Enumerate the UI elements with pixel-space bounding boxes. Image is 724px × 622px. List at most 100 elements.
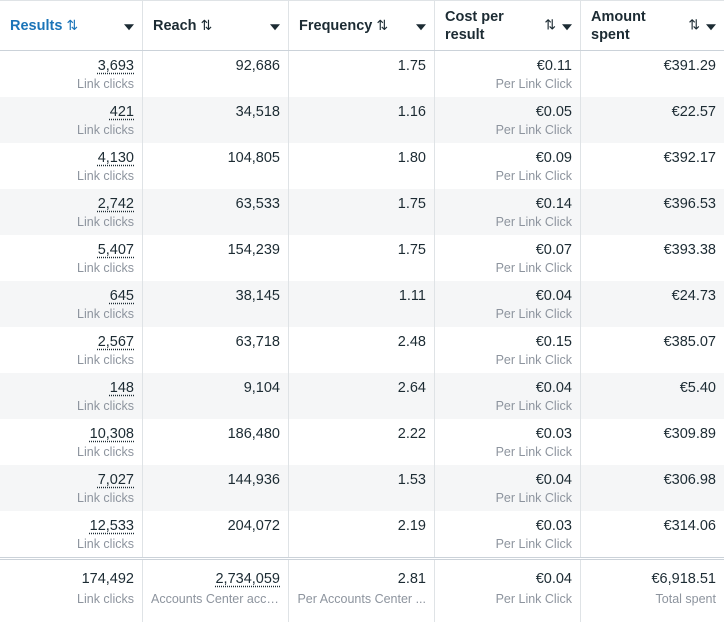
cost-value: €0.05 [535,104,572,120]
spent-value: €314.06 [663,518,716,534]
column-header-amount-spent[interactable]: Amount spent ⇅ [581,1,724,50]
table-row: 421 Link clicks 34,518 1.16 €0.05 Per Link Cl… [0,97,724,143]
amount-spent-cell: €314.06 [581,511,724,557]
total-cost: €0.04 [535,571,572,587]
table-row: 2,742 Link clicks 63,533 1.75 €0.14 Per Link … [0,189,724,235]
caret-down-icon[interactable] [270,23,280,30]
column-header-frequency[interactable]: Frequency ⇅ [289,1,435,50]
caret-down-icon[interactable] [706,23,716,30]
cost-value: €0.04 [535,380,572,396]
column-title: Amount spent [591,8,646,43]
cost-label: Per Link Click [495,537,572,551]
reach-cell: 63,718 [143,327,289,373]
results-value[interactable]: 10,308 [89,426,134,442]
cost-per-result-cell: €0.09 Per Link Click [435,143,581,189]
results-value[interactable]: 421 [109,104,134,120]
table-row: 645 Link clicks 38,145 1.11 €0.04 Per Link Cl… [0,281,724,327]
cost-label: Per Link Click [495,261,572,275]
caret-down-icon[interactable] [416,23,426,30]
results-label: Link clicks [77,261,134,275]
cost-value: €0.15 [535,334,572,350]
cost-value: €0.11 [536,58,572,74]
sort-arrows-icon[interactable]: ⇅ [66,17,79,33]
sort-arrows-icon[interactable]: ⇅ [688,16,700,33]
table-header: Results ⇅ Reach ⇅ Frequency ⇅ Cost per r… [0,0,724,51]
table-row: 5,407 Link clicks 154,239 1.75 €0.07 Per Link… [0,235,724,281]
total-reach[interactable]: 2,734,059 [215,571,280,587]
amount-spent-cell: €22.57 [581,97,724,143]
frequency-value: 1.75 [397,58,426,74]
table-row: 2,567 Link clicks 63,718 2.48 €0.15 Per Link … [0,327,724,373]
reach-value: 92,686 [235,58,280,74]
results-value[interactable]: 645 [109,288,134,304]
cost-per-result-cell: €0.07 Per Link Click [435,235,581,281]
frequency-cell: 1.75 [289,189,435,235]
frequency-cell: 1.11 [289,281,435,327]
spent-value: €396.53 [663,196,716,212]
column-header-cost-per-result[interactable]: Cost per result ⇅ [435,1,581,50]
table-row: 7,027 Link clicks 144,936 1.53 €0.04 Per Link… [0,465,724,511]
results-value[interactable]: 3,693 [97,58,134,74]
cost-per-result-cell: €0.03 Per Link Click [435,511,581,557]
results-label: Link clicks [77,215,134,229]
cost-per-result-cell: €0.04 Per Link Click [435,281,581,327]
caret-down-icon[interactable] [124,23,134,30]
reach-value: 204,072 [227,518,280,534]
amount-spent-cell: €5.40 [581,373,724,419]
amount-spent-cell: €392.17 [581,143,724,189]
reach-cell: 144,936 [143,465,289,511]
results-value[interactable]: 12,533 [89,518,134,534]
results-label: Link clicks [77,307,134,321]
reach-cell: 104,805 [143,143,289,189]
reach-cell: 204,072 [143,511,289,557]
spent-value: €385.07 [663,334,716,350]
amount-spent-cell: €309.89 [581,419,724,465]
sort-arrows-icon[interactable]: ⇅ [200,17,213,33]
spent-value: €24.73 [671,288,716,304]
reach-value: 154,239 [227,242,280,258]
reach-cell: 186,480 [143,419,289,465]
spent-value: €391.29 [663,58,716,74]
results-value[interactable]: 148 [109,380,134,396]
reach-value: 63,718 [235,334,280,350]
cost-label: Per Link Click [495,169,572,183]
cost-value: €0.04 [535,288,572,304]
amount-spent-cell: €306.98 [581,465,724,511]
column-title: Results [10,17,63,34]
total-reach-label: Accounts Center acco... [151,592,280,606]
cost-per-result-cell: €0.04 Per Link Click [435,373,581,419]
results-value[interactable]: 2,742 [97,196,134,212]
reach-cell: 92,686 [143,51,289,97]
cost-value: €0.14 [535,196,572,212]
cost-value: €0.04 [535,472,572,488]
reach-value: 9,104 [243,380,280,396]
frequency-value: 2.64 [397,380,426,396]
results-value[interactable]: 7,027 [97,472,134,488]
caret-down-icon[interactable] [562,23,572,30]
results-cell: 4,130 Link clicks [0,143,143,189]
frequency-cell: 2.64 [289,373,435,419]
spent-value: €393.38 [663,242,716,258]
results-value[interactable]: 5,407 [97,242,134,258]
results-value[interactable]: 4,130 [97,150,134,166]
results-cell: 2,742 Link clicks [0,189,143,235]
total-reach-cell: 2,734,059 Accounts Center acco... [143,560,289,622]
sort-arrows-icon[interactable]: ⇅ [544,16,556,33]
total-spent-cell: €6,918.51 Total spent [581,560,724,622]
sort-arrows-icon[interactable]: ⇅ [376,17,389,33]
results-label: Link clicks [77,123,134,137]
column-header-reach[interactable]: Reach ⇅ [143,1,289,50]
amount-spent-cell: €24.73 [581,281,724,327]
column-title: Cost per result [445,8,504,43]
frequency-value: 1.16 [397,104,426,120]
table-body: 3,693 Link clicks 92,686 1.75 €0.11 Per Link … [0,51,724,557]
results-label: Link clicks [77,77,134,91]
frequency-value: 1.80 [397,150,426,166]
table-row: 4,130 Link clicks 104,805 1.80 €0.09 Per Link… [0,143,724,189]
column-header-results[interactable]: Results ⇅ [0,1,143,50]
frequency-value: 1.75 [397,242,426,258]
results-label: Link clicks [77,537,134,551]
cost-per-result-cell: €0.04 Per Link Click [435,465,581,511]
results-value[interactable]: 2,567 [97,334,134,350]
